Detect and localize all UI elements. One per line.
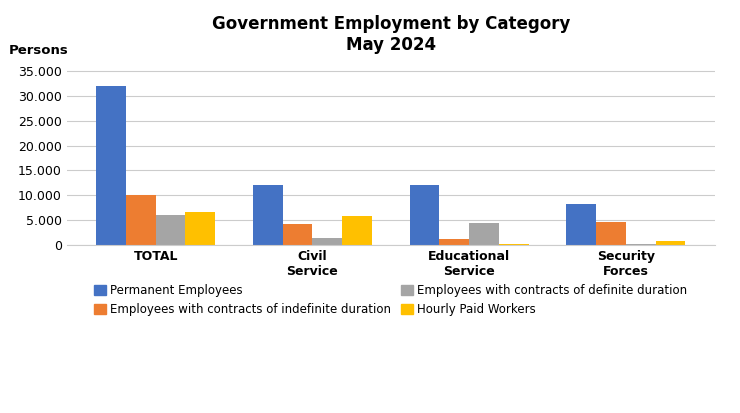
Bar bbox=[312, 238, 342, 245]
Bar bbox=[96, 86, 126, 245]
Bar bbox=[283, 224, 312, 245]
Bar bbox=[126, 195, 155, 245]
Bar bbox=[626, 244, 656, 245]
Bar bbox=[596, 222, 626, 245]
Text: Persons: Persons bbox=[8, 44, 68, 57]
Bar bbox=[155, 215, 186, 245]
Bar bbox=[656, 241, 685, 245]
Bar bbox=[499, 244, 528, 245]
Bar bbox=[253, 185, 283, 245]
Title: Government Employment by Category
May 2024: Government Employment by Category May 20… bbox=[212, 15, 570, 54]
Bar bbox=[440, 239, 469, 245]
Bar bbox=[409, 185, 440, 245]
Bar bbox=[469, 223, 499, 245]
Bar bbox=[186, 212, 215, 245]
Bar bbox=[342, 216, 372, 245]
Legend: Permanent Employees, Employees with contracts of indefinite duration, Employees : Permanent Employees, Employees with cont… bbox=[94, 284, 687, 316]
Bar bbox=[566, 204, 596, 245]
